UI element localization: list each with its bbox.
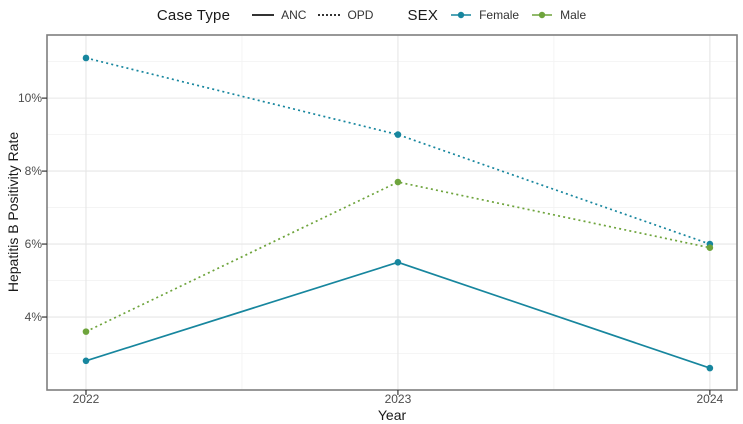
x-axis-title: Year (377, 407, 407, 423)
x-tick-label: 2022 (72, 392, 100, 406)
legend-label-female: Female (479, 8, 520, 22)
legend-label-anc: ANC (281, 8, 307, 22)
y-tick-label: 8% (24, 164, 42, 179)
male-point-line-key-icon (532, 11, 553, 19)
y-tick-label: 10% (17, 91, 42, 106)
x-tick-label: 2023 (384, 392, 412, 406)
opd-dotted-line-key-icon (318, 14, 341, 16)
legend-title-sex: SEX (407, 6, 439, 24)
legend-label-opd: OPD (347, 8, 374, 22)
y-axis-title: Hepatitis B Positivity Rate (5, 131, 21, 293)
legend-title-case-type: Case Type (156, 6, 231, 24)
female-point-line-key-icon (451, 11, 472, 19)
chart-legend: Case Type ANC OPD SEX Female Male (0, 1, 743, 29)
y-tick-label: 4% (24, 310, 42, 325)
x-tick-label: 2024 (696, 392, 724, 406)
y-tick-label: 6% (24, 237, 42, 252)
anc-solid-line-key-icon (252, 14, 275, 16)
legend-label-male: Male (560, 8, 587, 22)
